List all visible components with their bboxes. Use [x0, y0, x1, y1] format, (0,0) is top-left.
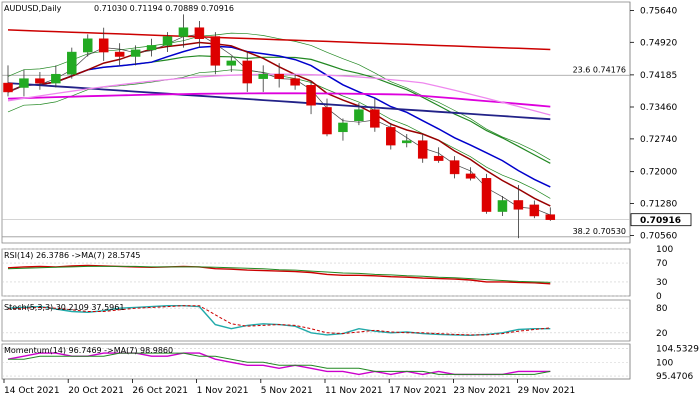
candle-body	[529, 204, 540, 217]
candle-body	[51, 73, 61, 84]
symbol-label: AUDUSD,Daily	[4, 4, 62, 13]
indicator-tick-label: 104.5329	[656, 344, 699, 354]
indicator-series-line	[7, 265, 551, 283]
momentum-axis: 104.5329 100 95.4706	[656, 344, 699, 382]
indicator-series-line	[7, 264, 551, 285]
ma-magenta-line	[7, 92, 551, 108]
candle-body	[98, 38, 109, 53]
price-tick-label: 0.72740	[640, 135, 677, 145]
rsi-axis: 100 70 30 0	[656, 245, 673, 302]
candle-body	[162, 36, 173, 46]
candlesticks	[3, 14, 556, 239]
candle-body	[386, 127, 396, 146]
indicator-tick-label: 70	[656, 259, 668, 269]
candle-body	[497, 200, 508, 212]
candle-body	[274, 73, 284, 79]
candle-body	[258, 73, 268, 79]
candle-body	[338, 122, 348, 133]
time-tick-label: 11 Nov 2021	[325, 386, 383, 396]
candle-body	[370, 109, 380, 128]
price-panel[interactable]: 23.6 0.74176 38.2 0.70530 AUDUSD,Daily 0.…	[2, 4, 630, 239]
ma-red-line	[7, 29, 551, 51]
candle-body	[146, 45, 157, 51]
candle-body	[449, 160, 460, 175]
momentum-label: Momentum(14) 96.7469 ->MA(7) 98.9860	[4, 346, 173, 355]
stoch-axis: 80 20	[656, 304, 668, 339]
candle-body	[83, 38, 93, 53]
price-tick-label: 0.75640	[640, 6, 677, 16]
price-tick-label: 0.72000	[640, 168, 677, 178]
candle-body	[178, 27, 189, 37]
indicator-tick-label: 95.4706	[656, 372, 693, 382]
panel-frames	[1, 1, 631, 380]
rsi-lines	[2, 248, 630, 297]
time-tick-label: 26 Oct 2021	[132, 386, 188, 396]
price-tick-label: 0.74920	[640, 38, 677, 48]
candle-body	[354, 109, 364, 121]
price-tick-label: 0.70560	[640, 231, 677, 241]
stoch-lines	[2, 305, 630, 337]
price-tick-label: 0.74185	[640, 71, 677, 81]
last-price-box	[630, 213, 692, 227]
candle-body	[402, 140, 412, 144]
ma-fast-line	[7, 33, 551, 216]
stoch-panel[interactable]: Stoch(5,3,3) 30.2109 37.5961	[2, 303, 630, 337]
time-tick-label: 17 Nov 2021	[389, 386, 447, 396]
rsi-label: RSI(14) 26.3786 ->MA(7) 28.5745	[4, 251, 141, 260]
candle-body	[545, 214, 556, 220]
ohlc-label: 0.71030 0.71194 0.70889 0.70916	[94, 4, 234, 13]
time-tick-label: 14 Oct 2021	[4, 386, 60, 396]
time-axis: 14 Oct 2021 20 Oct 2021 26 Oct 2021 1 Nov 2…	[2, 378, 630, 396]
candle-body	[417, 140, 428, 159]
candle-body	[130, 49, 141, 57]
candle-body	[194, 27, 205, 40]
indicator-tick-label: 100	[656, 245, 673, 255]
last-price-label: 0.70916	[640, 216, 681, 226]
momentum-lines	[2, 348, 630, 377]
ma-blue-line	[7, 45, 551, 188]
time-tick-label: 29 Nov 2021	[518, 386, 576, 396]
fib-label: 23.6 0.74176	[573, 65, 626, 74]
price-tick-label: 0.73460	[640, 103, 677, 113]
price-tick-label: 0.71280	[640, 200, 677, 210]
rsi-panel[interactable]: RSI(14) 26.3786 ->MA(7) 28.5745	[2, 248, 630, 297]
time-tick-label: 20 Oct 2021	[68, 386, 124, 396]
ma-navy-line	[7, 82, 551, 121]
candle-body	[67, 51, 77, 75]
candle-body	[210, 36, 221, 66]
indicator-tick-label: 0	[656, 292, 662, 302]
fib-label: 38.2 0.70530	[573, 227, 626, 236]
candle-body	[513, 200, 524, 210]
indicator-series-line	[8, 352, 551, 375]
time-tick-label: 1 Nov 2021	[197, 386, 249, 396]
candle-body	[35, 78, 45, 84]
moving-averages	[7, 29, 551, 216]
indicator-tick-label: 100	[656, 358, 673, 368]
indicator-tick-label: 20	[656, 329, 668, 339]
time-tick-label: 23 Nov 2021	[453, 386, 511, 396]
candle-body	[322, 107, 332, 135]
momentum-panel[interactable]: Momentum(14) 96.7469 ->MA(7) 98.9860	[2, 346, 630, 377]
candle-body	[114, 51, 125, 57]
candle-body	[19, 78, 29, 88]
candle-body	[433, 155, 444, 161]
candle-body	[226, 60, 237, 66]
stoch-label: Stoch(5,3,3) 30.2109 37.5961	[4, 303, 124, 312]
indicator-tick-label: 30	[656, 278, 668, 288]
candle-body	[3, 82, 13, 93]
time-tick-label: 5 Nov 2021	[261, 386, 313, 396]
price-axis: 0.75640 0.74920 0.74185 0.73460 0.72740 0.720…	[630, 6, 692, 241]
indicator-tick-label: 80	[656, 304, 668, 314]
candle-body	[481, 178, 492, 212]
indicator-series-line	[7, 305, 551, 336]
candle-body	[465, 173, 476, 179]
candle-body	[290, 78, 300, 86]
candle-body	[242, 60, 252, 84]
candle-body	[306, 85, 316, 106]
